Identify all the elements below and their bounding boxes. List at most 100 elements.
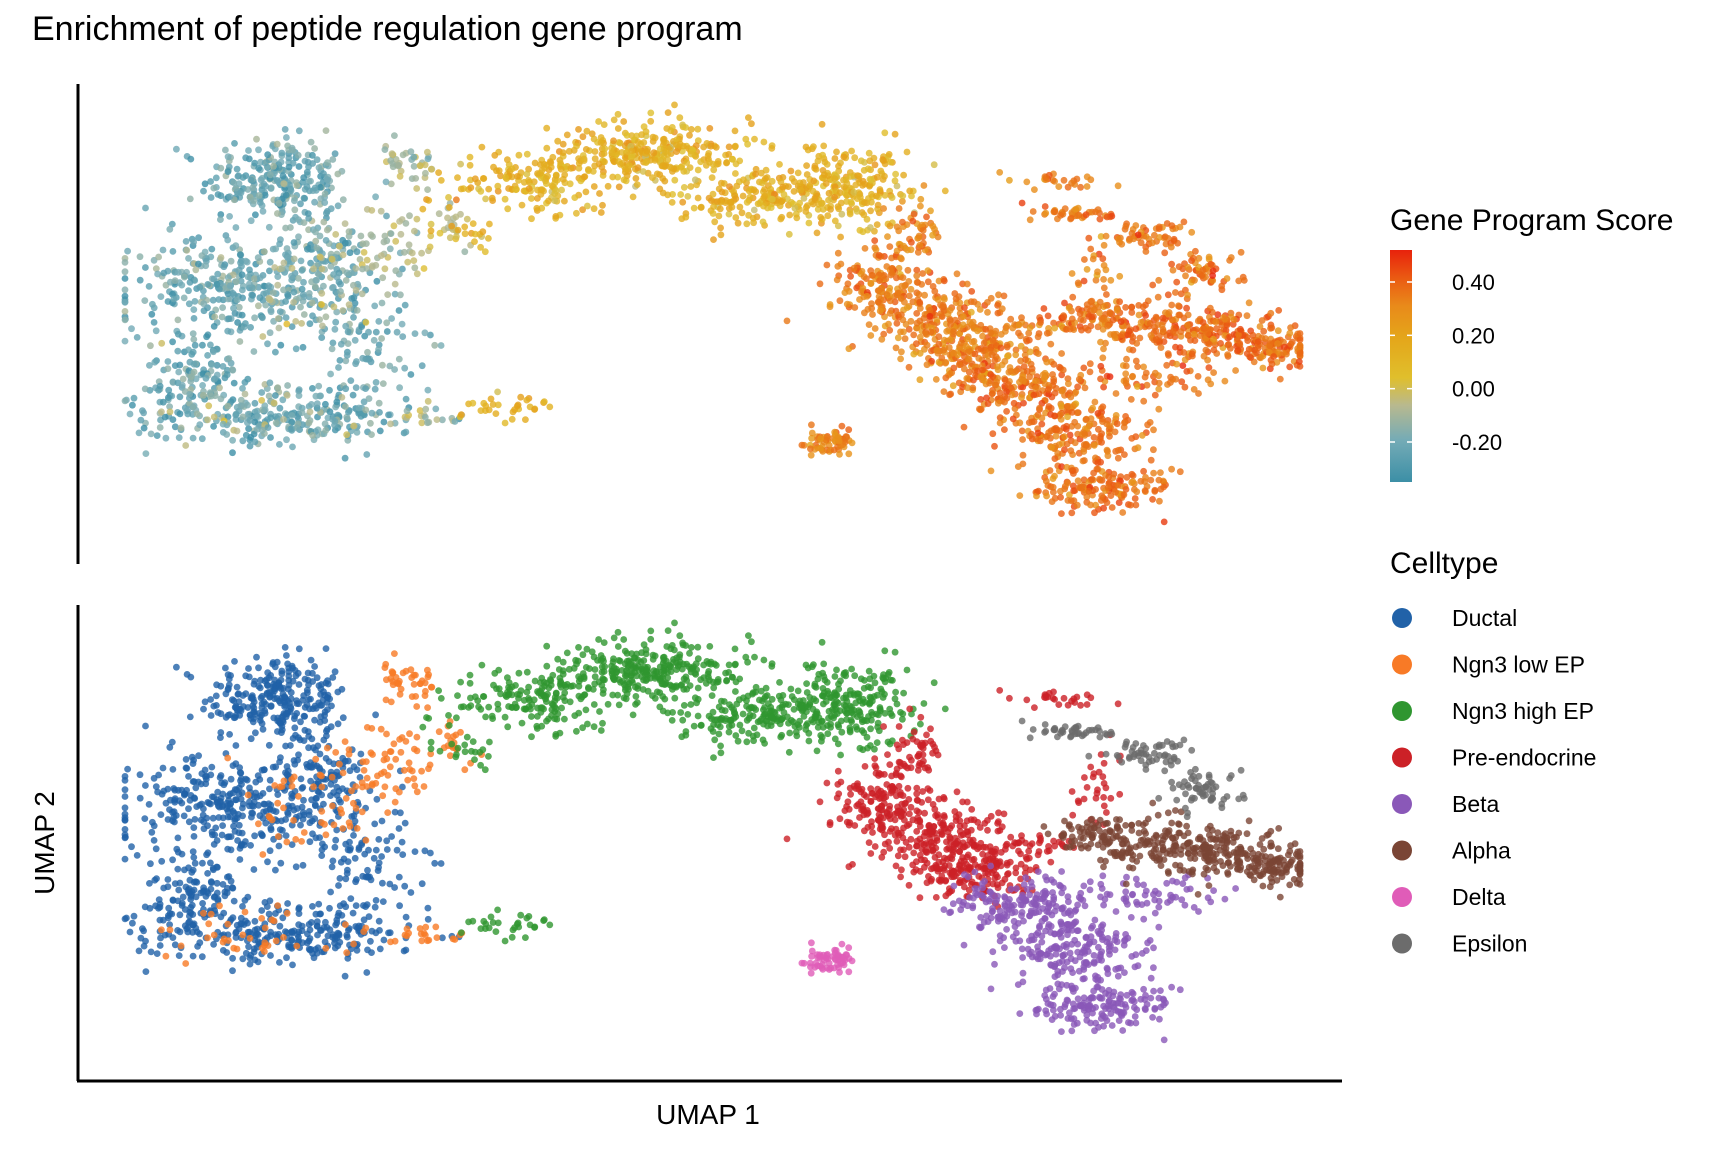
score-point [847,272,854,280]
score-point [252,211,259,219]
score-point [1094,459,1102,467]
score-point [1108,504,1116,511]
score-point [129,401,136,409]
score-point [377,207,385,215]
score-point [738,209,746,217]
point-ductal [246,798,253,806]
score-point [397,291,404,299]
score-point [363,256,371,264]
score-point [271,264,279,271]
point-ductal [166,743,174,751]
score-point [913,319,921,327]
point-ductal [267,689,274,697]
point-ductal [190,878,198,886]
score-point [191,298,199,305]
score-point [1049,371,1056,378]
score-point [290,255,298,263]
score-point [297,200,304,208]
score-point [233,427,241,435]
point-ductal [229,808,237,815]
score-point [372,261,380,269]
score-point [1050,488,1057,496]
score-point [1099,403,1107,411]
point-ductal [375,917,383,925]
point-ductal [244,919,251,927]
score-point [955,293,963,300]
score-point [1048,498,1056,505]
score-point [647,109,655,117]
score-point [335,364,342,371]
point-ductal [128,843,135,851]
score-point [1058,402,1065,410]
score-point [1134,383,1141,390]
score-point [996,419,1004,427]
score-point [338,394,346,401]
score-point [843,180,851,187]
score-point [897,295,905,302]
score-point [688,125,695,133]
score-point [306,408,314,416]
score-point [609,149,616,157]
score-point [322,426,330,434]
score-point [276,308,284,315]
point-ductal [185,773,192,780]
score-point [823,161,831,168]
score-point [751,135,758,143]
point-ductal [250,793,258,801]
score-point [283,436,290,444]
score-point [600,121,608,128]
score-point [1286,329,1294,337]
score-point [691,176,699,184]
score-point [967,308,975,316]
score-point [265,392,273,400]
score-point [272,419,280,427]
score-point [380,418,388,426]
score-point [614,110,622,118]
score-point [1042,477,1050,485]
score-point [424,186,431,194]
score-point [590,205,598,213]
score-point [1074,212,1082,220]
score-point [622,166,629,173]
score-point [259,207,267,215]
score-point [288,323,296,330]
score-point [627,153,635,161]
point-ductal [121,834,129,842]
score-point [673,148,680,156]
score-point [308,401,315,408]
score-point [418,249,425,257]
score-point [1100,276,1107,283]
score-point [196,283,204,291]
score-point [858,288,865,296]
score-point [1191,276,1198,284]
score-point [913,272,921,280]
score-point [935,340,943,348]
score-point [183,246,191,254]
score-point [266,296,274,304]
score-point [261,191,269,199]
point-ductal [255,710,263,717]
score-point [1066,325,1074,333]
score-point [173,145,180,153]
score-point [852,181,860,189]
score-point [871,237,879,245]
score-point [840,153,848,161]
score-point [454,226,462,234]
score-point [1026,216,1034,224]
score-point [1157,469,1164,476]
score-point [219,363,227,370]
score-point [156,382,164,390]
score-point [200,391,207,399]
score-point [1088,297,1096,305]
score-point [1207,260,1215,268]
score-point [393,328,401,336]
point-ductal [256,717,264,724]
score-point [935,277,943,285]
score-point [538,186,546,194]
score-point [1025,329,1033,337]
score-point [339,251,347,259]
score-point [471,230,479,238]
score-point [830,446,838,454]
score-point [808,421,815,429]
score-point [656,185,664,193]
